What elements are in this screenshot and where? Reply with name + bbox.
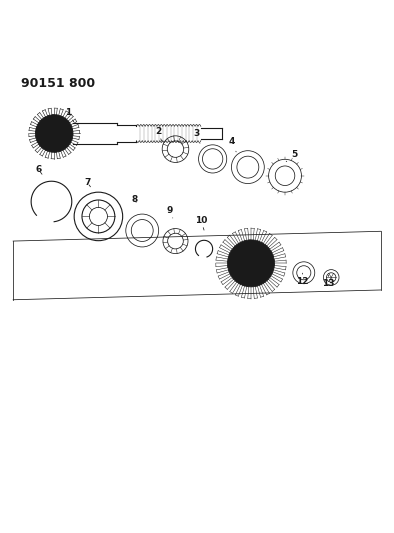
- Text: 4: 4: [229, 137, 236, 152]
- Text: 10: 10: [195, 216, 207, 230]
- Text: 12: 12: [296, 273, 308, 286]
- Circle shape: [35, 115, 73, 152]
- Text: 6: 6: [35, 165, 42, 174]
- Text: 2: 2: [155, 127, 162, 141]
- Text: 13: 13: [322, 275, 335, 288]
- Text: 5: 5: [286, 150, 298, 161]
- Text: 90151 800: 90151 800: [21, 77, 95, 90]
- Text: 9: 9: [166, 206, 173, 218]
- Text: 7: 7: [84, 178, 91, 187]
- Circle shape: [227, 240, 275, 287]
- Text: 3: 3: [193, 129, 200, 143]
- Text: 1: 1: [65, 108, 74, 122]
- Text: 11: 11: [240, 269, 252, 281]
- Text: 8: 8: [131, 195, 138, 204]
